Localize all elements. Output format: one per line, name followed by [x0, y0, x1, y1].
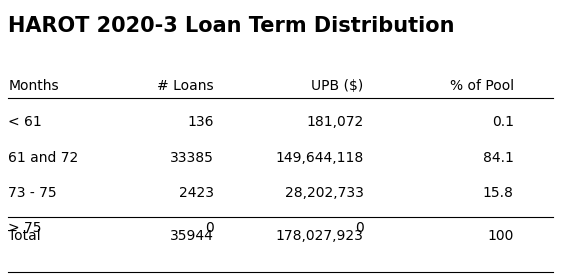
Text: 149,644,118: 149,644,118	[275, 151, 364, 165]
Text: 181,072: 181,072	[307, 116, 364, 129]
Text: UPB ($): UPB ($)	[311, 79, 364, 93]
Text: 0: 0	[355, 221, 364, 235]
Text: # Loans: # Loans	[157, 79, 214, 93]
Text: 2423: 2423	[179, 186, 214, 200]
Text: 0.1: 0.1	[492, 116, 514, 129]
Text: % of Pool: % of Pool	[450, 79, 514, 93]
Text: 84.1: 84.1	[483, 151, 514, 165]
Text: Total: Total	[9, 229, 41, 243]
Text: 0: 0	[205, 221, 214, 235]
Text: 61 and 72: 61 and 72	[9, 151, 79, 165]
Text: 73 - 75: 73 - 75	[9, 186, 57, 200]
Text: 136: 136	[188, 116, 214, 129]
Text: HAROT 2020-3 Loan Term Distribution: HAROT 2020-3 Loan Term Distribution	[9, 16, 455, 36]
Text: Months: Months	[9, 79, 59, 93]
Text: 178,027,923: 178,027,923	[276, 229, 364, 243]
Text: < 61: < 61	[9, 116, 42, 129]
Text: 33385: 33385	[170, 151, 214, 165]
Text: 15.8: 15.8	[483, 186, 514, 200]
Text: > 75: > 75	[9, 221, 42, 235]
Text: 28,202,733: 28,202,733	[285, 186, 364, 200]
Text: 35944: 35944	[170, 229, 214, 243]
Text: 100: 100	[487, 229, 514, 243]
